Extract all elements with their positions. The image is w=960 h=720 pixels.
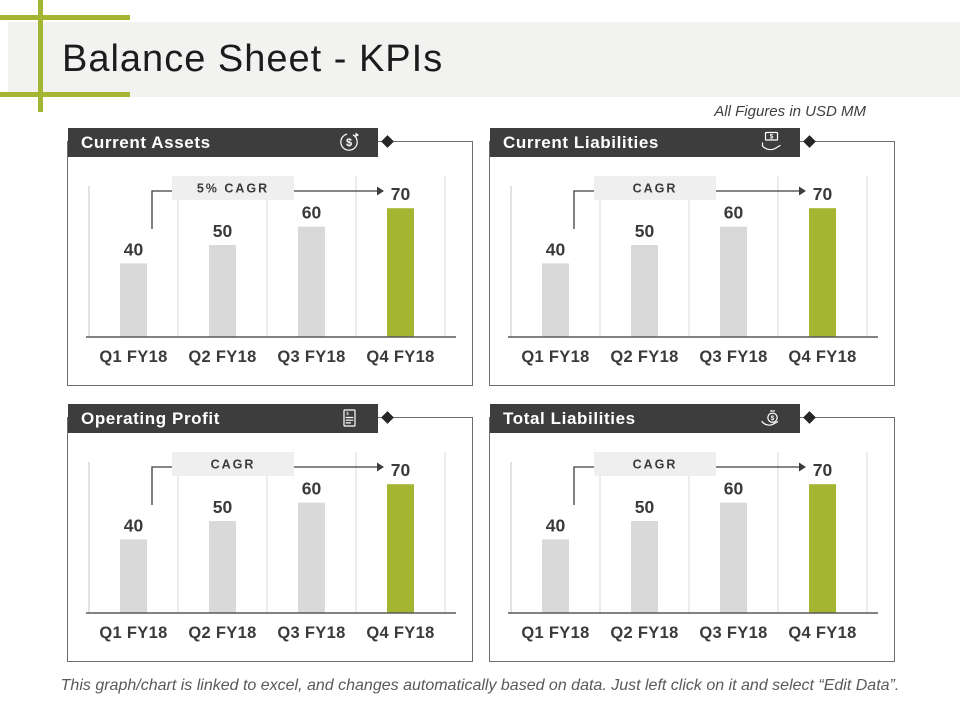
chart-canvas[interactable]: 40 Q1 FY18 50 Q2 FY18 60 Q3 FY18 70 Q4 FY18 CAGR [490,434,894,660]
connector-line-left [151,190,172,229]
bar-q4-fy18 [387,484,414,613]
panel-header: Current Liabilities $ [490,128,800,157]
bar-q2-fy18 [631,521,658,613]
value-label: 60 [724,203,744,223]
panel-header: Operating Profit $ [68,404,378,433]
category-label: Q4 FY18 [788,624,856,642]
category-label: Q2 FY18 [610,348,678,366]
kpi-panel-total-liabilities[interactable]: Total Liabilities $40 Q1 FY18 50 Q2 FY18 60 Q3… [489,404,895,662]
category-label: Q1 FY18 [521,348,589,366]
cagr-box [172,452,294,476]
kpi-panel-operating-profit[interactable]: Operating Profit $40 Q1 FY18 50 Q2 FY18 60 Q3 … [67,404,473,662]
units-note: All Figures in USD MM [714,103,866,120]
value-label: 70 [813,460,833,480]
value-label: 40 [546,239,566,259]
bar-q4-fy18 [387,208,414,337]
category-label: Q4 FY18 [366,348,434,366]
value-label: 60 [302,203,322,223]
panel-header: Total Liabilities $ [490,404,800,433]
title-bar [8,22,960,97]
panel-header: Current Assets $ [68,128,378,157]
decoration-vertical-line [38,0,43,112]
value-label: 60 [302,479,322,499]
cagr-box [594,452,716,476]
value-label: 50 [635,497,655,517]
connector-line-left [573,190,594,229]
bar-q2-fy18 [209,521,236,613]
cagr-label: CAGR [211,458,256,472]
value-label: 50 [213,497,233,517]
bar-q4-fy18 [809,484,836,613]
bar-q2-fy18 [209,245,236,337]
panel-title: Operating Profit [81,409,220,428]
panel-title: Total Liabilities [503,409,636,428]
dollar-cycle-icon: $ [340,132,359,151]
svg-text:$: $ [346,137,352,149]
category-label: Q2 FY18 [188,348,256,366]
connector-line-left [573,466,594,505]
arrowhead-icon [377,186,384,196]
panel-title: Current Liabilities [503,133,659,152]
connector-line-left [151,466,172,505]
cagr-box [594,176,716,200]
page-title: Balance Sheet - KPIs [62,38,444,80]
bar-q3-fy18 [720,502,747,613]
bar-q1-fy18 [542,263,569,337]
cagr-label: 5% CAGR [197,182,269,196]
category-label: Q1 FY18 [99,624,167,642]
bar-q3-fy18 [720,226,747,337]
bar-q3-fy18 [298,502,325,613]
category-label: Q3 FY18 [277,624,345,642]
cagr-box [172,176,294,200]
chart-canvas[interactable]: 40 Q1 FY18 50 Q2 FY18 60 Q3 FY18 70 Q4 FY18 CAGR [490,158,894,384]
decoration-horizontal-line-bottom [0,92,130,97]
kpi-panel-current-assets[interactable]: Current Assets $40 Q1 FY18 50 Q2 FY18 60 Q3 FY… [67,128,473,386]
svg-text:$: $ [346,411,349,416]
chart-canvas[interactable]: 40 Q1 FY18 50 Q2 FY18 60 Q3 FY18 70 Q4 FY18 5% C… [68,158,472,384]
svg-text:$: $ [771,415,775,422]
bar-q1-fy18 [120,263,147,337]
value-label: 70 [391,460,411,480]
bar-q4-fy18 [809,208,836,337]
arrowhead-icon [799,186,806,196]
chart-canvas[interactable]: 40 Q1 FY18 50 Q2 FY18 60 Q3 FY18 70 Q4 FY18 CAGR [68,434,472,660]
money-bag-hand-icon: $ [761,410,779,426]
arrowhead-icon [799,462,806,472]
bar-q3-fy18 [298,226,325,337]
category-label: Q1 FY18 [99,348,167,366]
svg-text:$: $ [770,134,774,141]
value-label: 40 [124,515,144,535]
decoration-horizontal-line-top [0,15,130,20]
value-label: 50 [635,221,655,241]
category-label: Q3 FY18 [699,348,767,366]
value-label: 70 [391,184,411,204]
bar-q1-fy18 [542,539,569,613]
hand-dollar-icon: $ [761,131,781,151]
footer-note: This graph/chart is linked to excel, and… [60,677,900,694]
panel-title: Current Assets [81,133,211,152]
kpi-panel-current-liabilities[interactable]: Current Liabilities $40 Q1 FY18 50 Q2 FY18 60… [489,128,895,386]
category-label: Q2 FY18 [610,624,678,642]
value-label: 70 [813,184,833,204]
category-label: Q3 FY18 [699,624,767,642]
category-label: Q4 FY18 [788,348,856,366]
category-label: Q4 FY18 [366,624,434,642]
value-label: 50 [213,221,233,241]
value-label: 40 [546,515,566,535]
bar-q1-fy18 [120,539,147,613]
category-label: Q2 FY18 [188,624,256,642]
category-label: Q3 FY18 [277,348,345,366]
cagr-label: CAGR [633,458,678,472]
arrowhead-icon [377,462,384,472]
receipt-icon: $ [343,409,356,427]
value-label: 40 [124,239,144,259]
category-label: Q1 FY18 [521,624,589,642]
bar-q2-fy18 [631,245,658,337]
value-label: 60 [724,479,744,499]
cagr-label: CAGR [633,182,678,196]
